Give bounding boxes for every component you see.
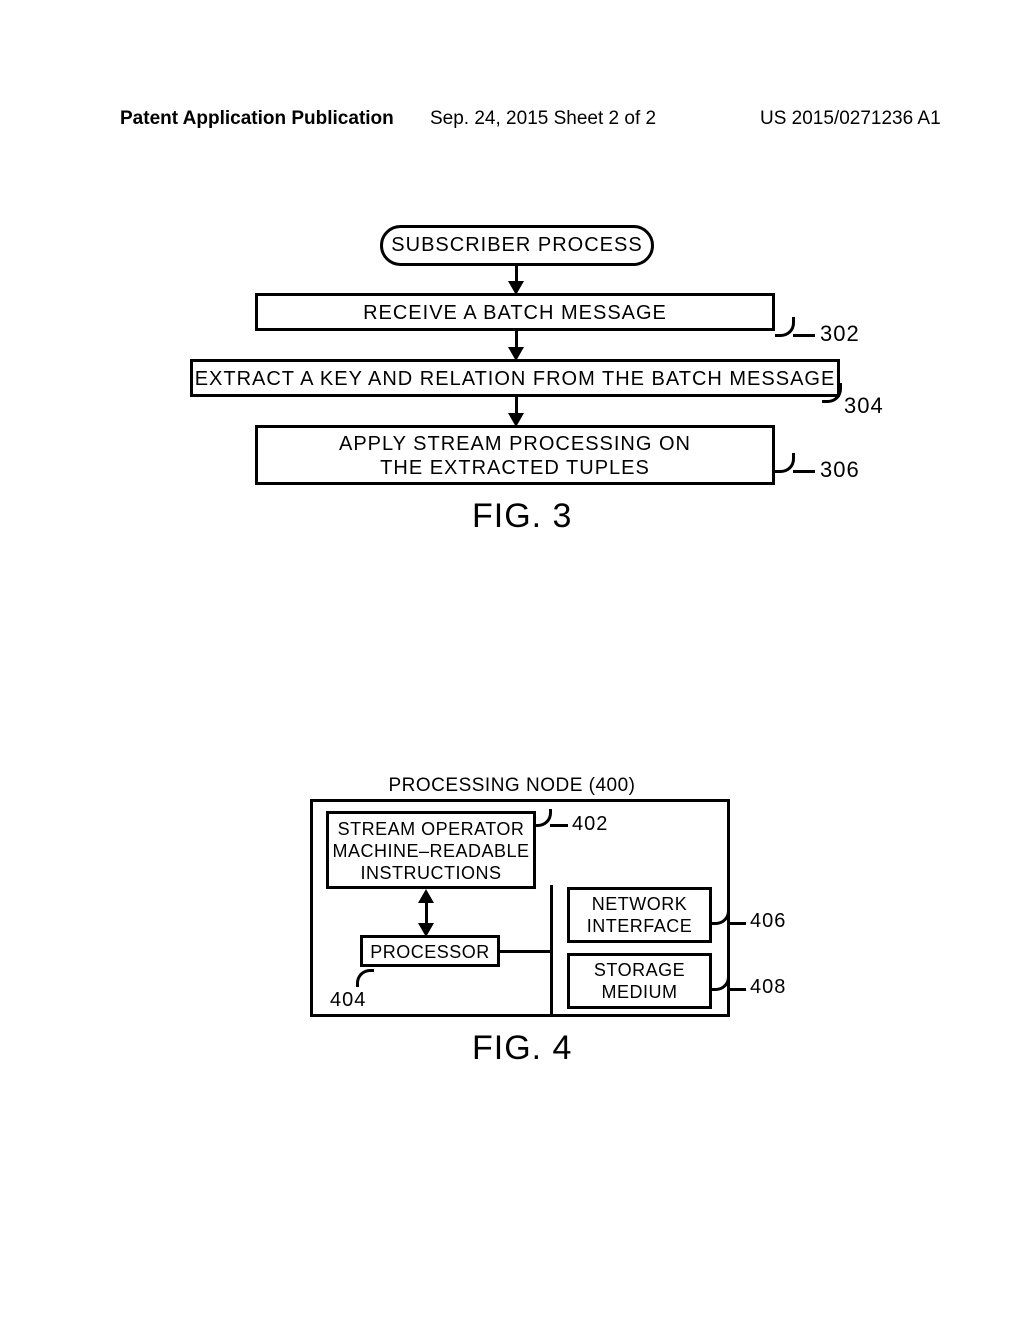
header-mid: Sep. 24, 2015 Sheet 2 of 2	[430, 108, 656, 130]
fig3-ref3-line	[793, 470, 815, 473]
fig4-ref408-line	[728, 988, 746, 991]
header-right: US 2015/0271236 A1	[760, 108, 941, 130]
fig3-start-pill: SUBSCRIBER PROCESS	[380, 225, 654, 266]
fig3-step3-line1: APPLY STREAM PROCESSING ON	[258, 432, 772, 456]
fig4-ref404-label: 404	[330, 989, 366, 1012]
fig4-caption: FIG. 4	[472, 1029, 572, 1068]
fig4-ref408-label: 408	[750, 976, 786, 999]
fig4-proc-conn	[500, 950, 553, 953]
fig4-instructions-box: STREAM OPERATOR MACHINE–READABLE INSTRUC…	[326, 811, 536, 889]
fig4-darrow-line	[425, 901, 428, 925]
fig4-processor-box: PROCESSOR	[360, 935, 500, 967]
fig4-instr-line3: INSTRUCTIONS	[329, 862, 533, 884]
fig3-step-3: APPLY STREAM PROCESSING ON THE EXTRACTED…	[255, 425, 775, 485]
fig4-ref402-line	[550, 824, 568, 827]
fig4-ref402-label: 402	[572, 813, 608, 836]
fig3-step-2: EXTRACT A KEY AND RELATION FROM THE BATC…	[190, 359, 840, 397]
fig3-caption: FIG. 3	[472, 497, 572, 536]
fig4-net-line1: NETWORK	[570, 893, 709, 915]
fig3-ref1-label: 302	[820, 321, 860, 347]
fig4-storage-box: STORAGE MEDIUM	[567, 953, 712, 1009]
fig3-ref3-label: 306	[820, 457, 860, 483]
fig3-ref1-line	[793, 334, 815, 337]
fig4-net-line2: INTERFACE	[570, 915, 709, 937]
fig3-ref2-curve	[822, 383, 842, 403]
header-left: Patent Application Publication	[120, 108, 394, 130]
fig4-network-box: NETWORK INTERFACE	[567, 887, 712, 943]
fig3-step3-line2: THE EXTRACTED TUPLES	[258, 456, 772, 480]
fig3-ref3-curve	[775, 453, 795, 473]
fig3-ref2-label: 304	[844, 393, 884, 419]
fig4-stor-line1: STORAGE	[570, 959, 709, 981]
fig4-ref406-line	[728, 922, 746, 925]
fig3-step-1: RECEIVE A BATCH MESSAGE	[255, 293, 775, 331]
fig3-ref1-curve	[775, 317, 795, 337]
fig4-instr-line1: STREAM OPERATOR	[329, 818, 533, 840]
fig4-instr-line2: MACHINE–READABLE	[329, 840, 533, 862]
fig4-stor-line2: MEDIUM	[570, 981, 709, 1003]
fig4-title: PROCESSING NODE (400)	[0, 775, 1024, 797]
fig4-ref406-label: 406	[750, 910, 786, 933]
